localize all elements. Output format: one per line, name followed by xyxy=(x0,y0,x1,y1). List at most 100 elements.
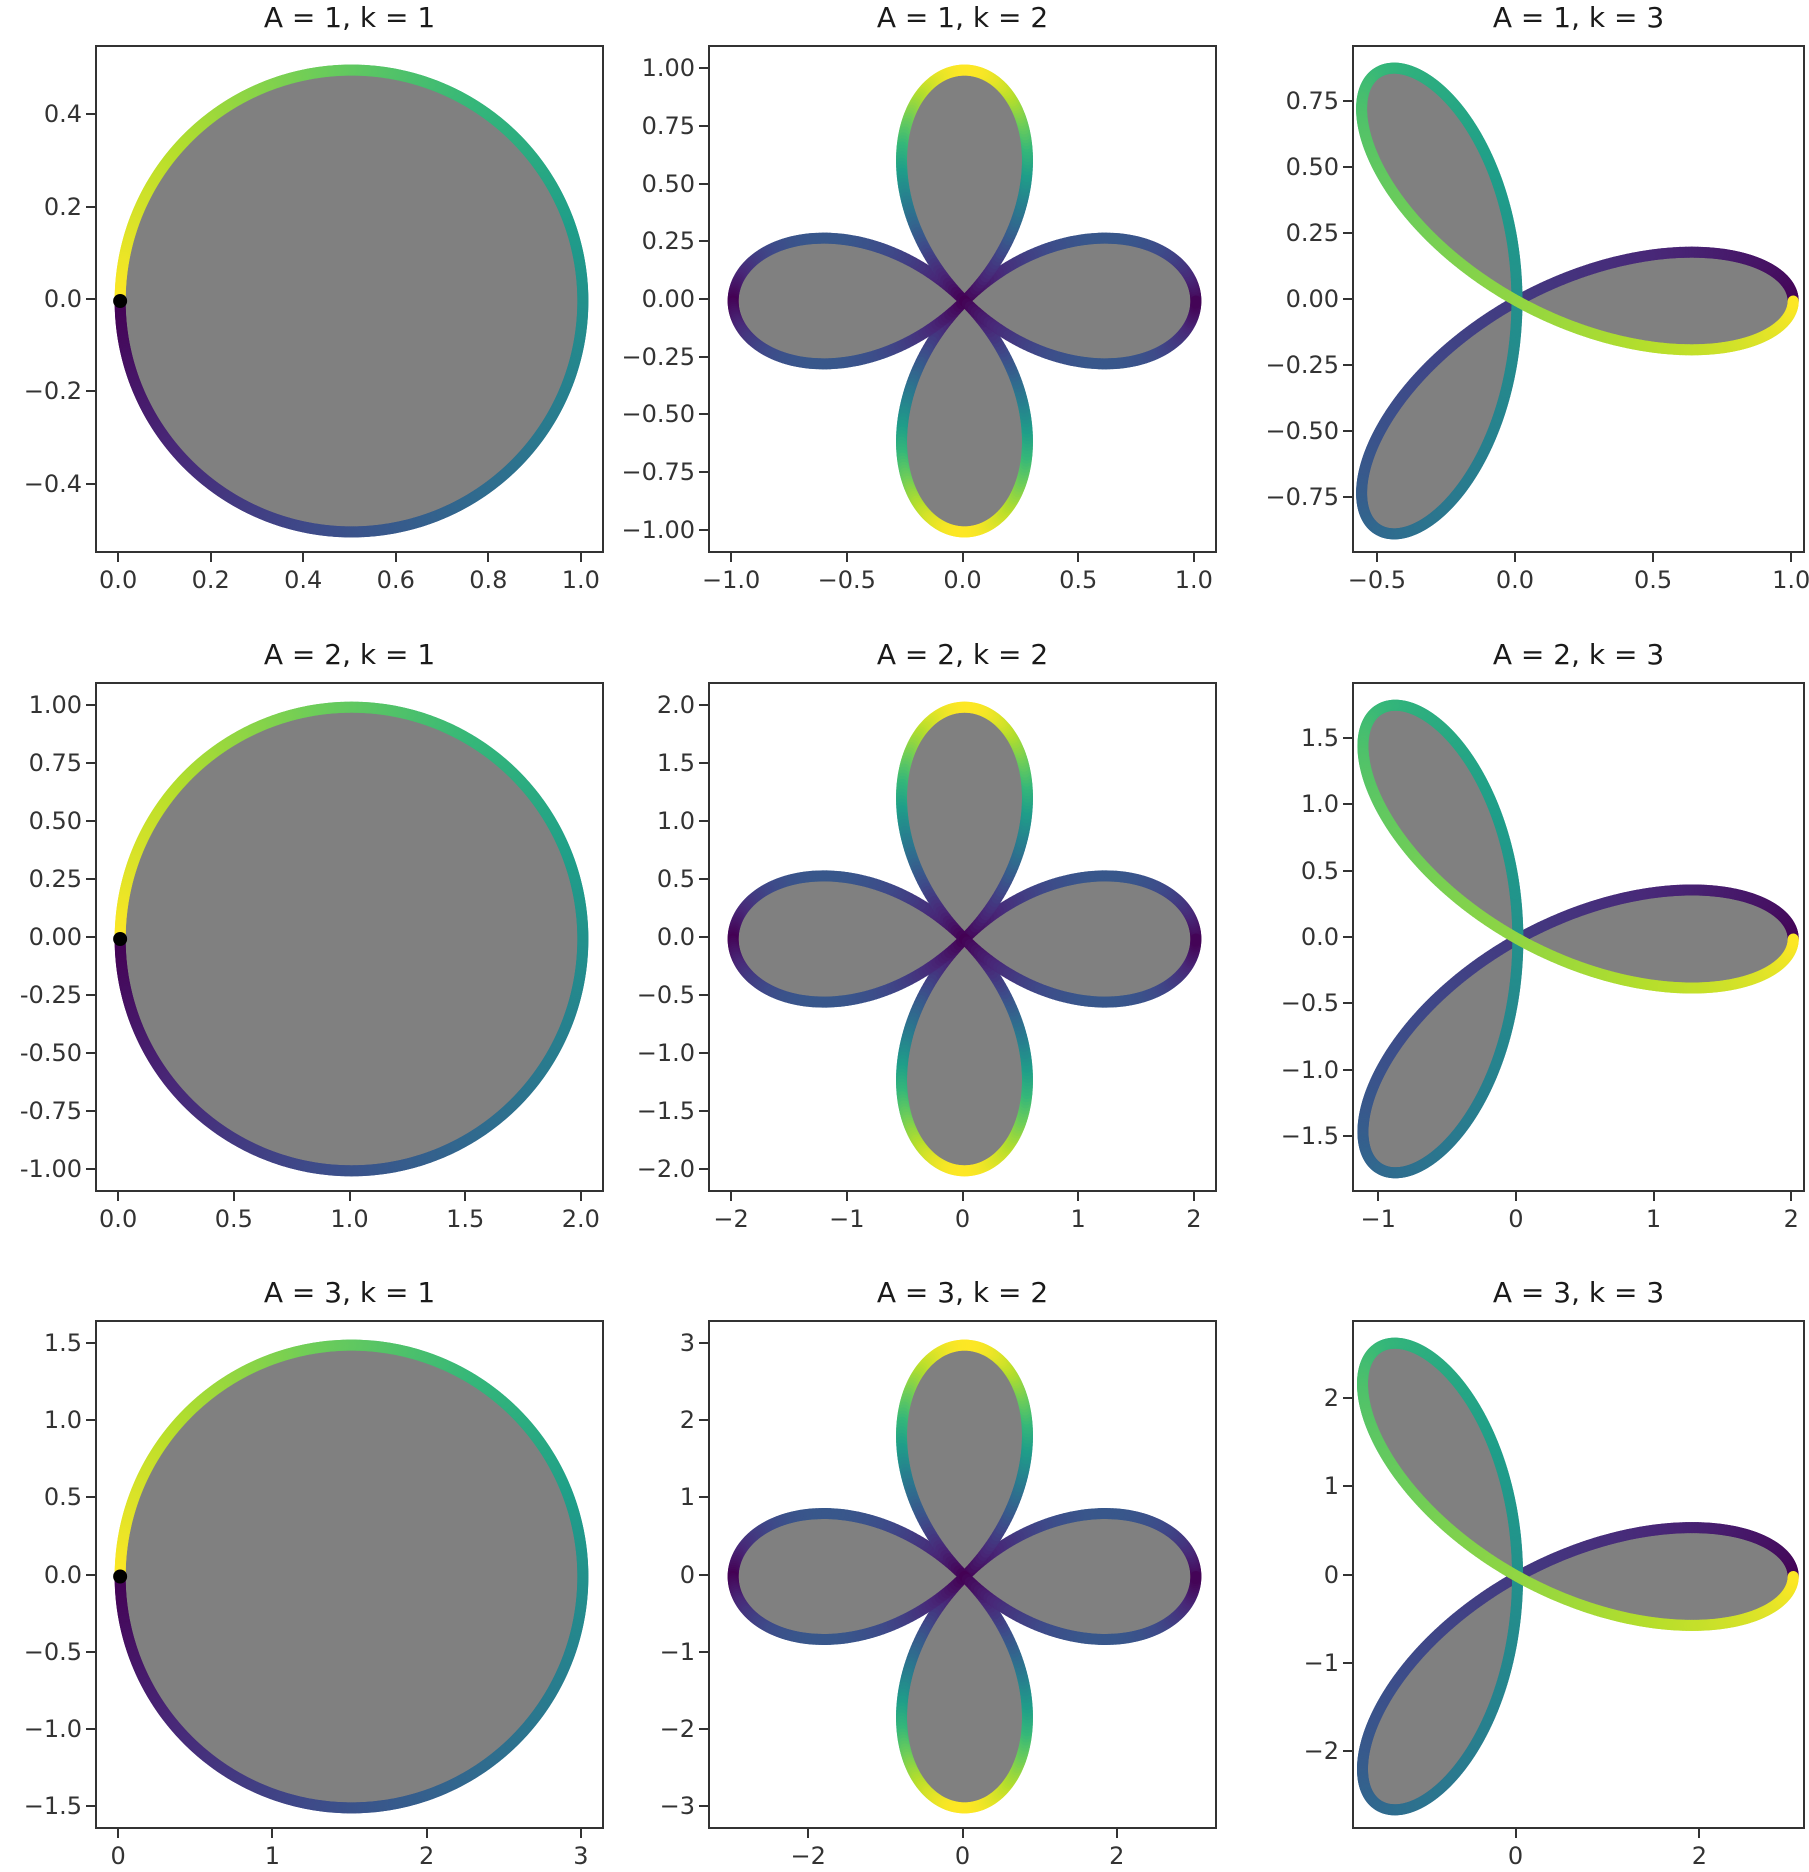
ytick-label: 0.50 xyxy=(1285,152,1339,181)
ytick-label: −0.75 xyxy=(621,458,695,487)
ytick-mark xyxy=(1343,736,1352,739)
ytick-label: 0.00 xyxy=(28,923,82,951)
ytick-mark xyxy=(1343,165,1352,168)
ytick-mark xyxy=(699,182,708,185)
curve-fill xyxy=(120,70,583,532)
ytick-mark xyxy=(1343,364,1352,367)
ytick-label: 0.0 xyxy=(43,1560,82,1589)
ytick-mark xyxy=(699,1109,708,1112)
subplot-title: A = 2, k = 2 xyxy=(876,638,1049,671)
xtick-label: 0 xyxy=(1508,1205,1524,1233)
ytick-label: 1 xyxy=(1323,1472,1339,1501)
ytick-mark xyxy=(699,413,708,416)
ytick-mark xyxy=(86,1650,95,1653)
ytick-label: −1.5 xyxy=(636,1096,695,1125)
ytick-mark xyxy=(1343,231,1352,234)
xtick-mark xyxy=(271,1829,274,1838)
xtick-mark xyxy=(1375,553,1378,562)
xtick-label: 1 xyxy=(264,1842,281,1870)
xtick-label: 1.5 xyxy=(446,1205,485,1233)
ytick-mark xyxy=(86,1109,95,1112)
ytick-mark xyxy=(699,993,708,996)
ytick-mark xyxy=(699,820,708,823)
xtick-mark xyxy=(394,553,397,562)
ytick-mark xyxy=(1343,1002,1352,1005)
ytick-label: 0.00 xyxy=(641,285,695,313)
ytick-mark xyxy=(1343,298,1352,300)
xtick-mark xyxy=(579,1192,582,1201)
ytick-label: -0.50 xyxy=(19,1038,82,1067)
xtick-mark xyxy=(579,1829,582,1838)
ytick-label: 1.5 xyxy=(43,1329,82,1358)
ytick-label: −0.50 xyxy=(1265,417,1339,446)
xtick-label: 2 xyxy=(1186,1205,1202,1233)
xtick-label: 0.8 xyxy=(469,566,508,594)
xtick-mark xyxy=(1077,1192,1080,1201)
ytick-mark xyxy=(699,1804,708,1807)
rose-curve-plot xyxy=(727,64,1202,538)
ytick-mark xyxy=(1343,496,1352,499)
ytick-mark xyxy=(1343,1135,1352,1138)
ytick-label: 0.0 xyxy=(1300,923,1339,951)
ytick-label: 0.5 xyxy=(656,865,695,894)
curve-fill xyxy=(120,707,583,1171)
ytick-label: -1.00 xyxy=(19,1154,82,1183)
ytick-mark xyxy=(86,1051,95,1054)
ytick-mark xyxy=(86,113,95,116)
subplot-title: A = 3, k = 1 xyxy=(263,1276,436,1309)
axes-frame xyxy=(1352,1320,1805,1829)
xtick-mark xyxy=(845,553,848,562)
xtick-mark xyxy=(209,553,212,562)
xtick-label: 0 xyxy=(954,1205,971,1233)
xtick-label: −1.0 xyxy=(701,566,761,594)
ytick-mark xyxy=(86,820,95,823)
xtick-label: −0.5 xyxy=(1347,566,1406,594)
ytick-label: 1.0 xyxy=(1300,790,1339,819)
xtick-label: 0.0 xyxy=(99,1205,138,1233)
ytick-label: −0.5 xyxy=(636,980,695,1009)
rose-curve-plot xyxy=(1357,699,1799,1179)
xtick-label: 1.0 xyxy=(561,566,600,594)
ytick-label: 3 xyxy=(679,1329,695,1358)
subplot-title: A = 2, k = 3 xyxy=(1492,638,1665,671)
xtick-label: 0.6 xyxy=(376,566,415,594)
xtick-label: 1.0 xyxy=(330,1205,369,1233)
xtick-label: 1.0 xyxy=(1174,566,1213,594)
ytick-label: −2.0 xyxy=(636,1154,695,1183)
ytick-mark xyxy=(86,878,95,881)
ytick-label: 0.75 xyxy=(1285,86,1339,115)
xtick-label: 2 xyxy=(1783,1205,1799,1233)
curve-fill xyxy=(120,1345,583,1808)
xtick-mark xyxy=(579,553,582,562)
ytick-mark xyxy=(699,762,708,765)
xtick-mark xyxy=(1192,1192,1195,1201)
ytick-mark xyxy=(1343,1750,1352,1753)
ytick-label: 2 xyxy=(1323,1383,1339,1412)
ytick-mark xyxy=(86,936,95,938)
rose-curve-plot xyxy=(113,701,589,1177)
ytick-mark xyxy=(86,1496,95,1499)
ytick-label: 0.50 xyxy=(28,807,82,836)
xtick-label: 0.5 xyxy=(1059,566,1098,594)
ytick-label: −0.50 xyxy=(621,400,695,429)
ytick-mark xyxy=(86,205,95,208)
axes-frame xyxy=(95,682,604,1192)
ytick-mark xyxy=(699,124,708,127)
origin-marker xyxy=(113,932,128,946)
xtick-mark xyxy=(961,1192,964,1201)
ytick-label: 1.0 xyxy=(43,1406,82,1435)
xtick-label: 0.5 xyxy=(1633,566,1673,594)
subplot-title: A = 1, k = 3 xyxy=(1492,1,1665,34)
ytick-mark xyxy=(699,1573,708,1576)
ytick-label: −1 xyxy=(659,1637,695,1666)
xtick-mark xyxy=(487,553,490,562)
subplot-title: A = 3, k = 3 xyxy=(1492,1276,1665,1309)
rose-curve-plot xyxy=(1356,1337,1799,1816)
xtick-mark xyxy=(1514,1829,1517,1838)
xtick-mark xyxy=(464,1192,467,1201)
xtick-label: −2 xyxy=(713,1205,749,1233)
ytick-mark xyxy=(699,67,708,70)
ytick-mark xyxy=(699,1419,708,1422)
curve-fill xyxy=(1361,68,1794,534)
ytick-mark xyxy=(1343,869,1352,872)
